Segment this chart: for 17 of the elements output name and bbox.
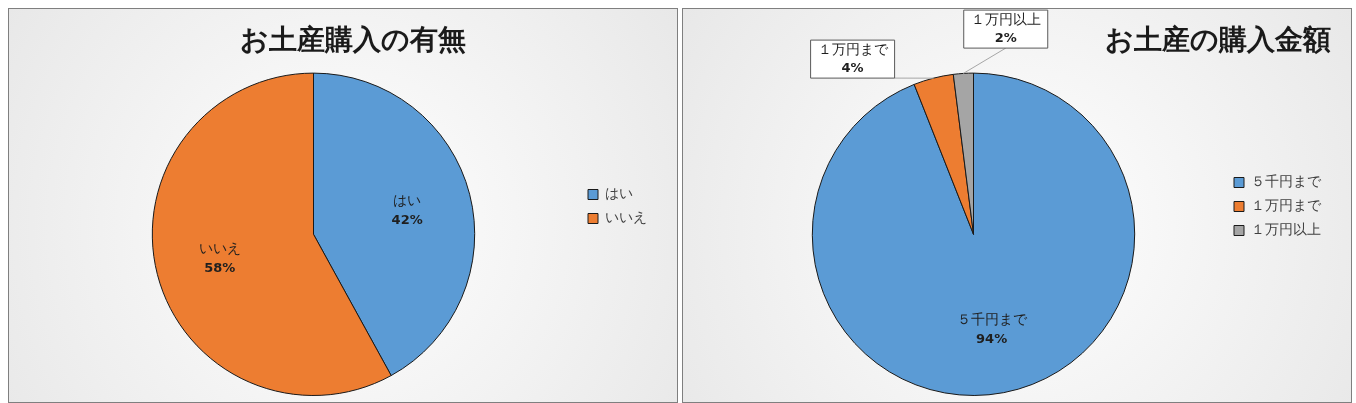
slice-label: いいえ — [198, 239, 241, 256]
data-label: 58% — [204, 259, 236, 275]
legend-label: １万円まで — [1251, 197, 1322, 214]
data-label: 42% — [391, 211, 423, 227]
data-label: 4% — [841, 60, 864, 76]
legend-label: ５千円まで — [1251, 173, 1322, 190]
data-label: 2% — [994, 30, 1017, 46]
slice-label: １万円まで — [817, 40, 889, 57]
chart-title: お土産の購入金額 — [1105, 23, 1331, 57]
slice-label: １万円以上 — [970, 10, 1041, 27]
slice-label: はい — [393, 191, 422, 208]
slice-label: ５千円まで — [956, 310, 1028, 327]
data-label: 94% — [976, 330, 1008, 346]
chart-title: お土産購入の有無 — [240, 23, 466, 57]
legend-label: １万円以上 — [1251, 221, 1321, 238]
legend-label: はい — [605, 185, 633, 202]
legend-label: いいえ — [605, 209, 647, 226]
